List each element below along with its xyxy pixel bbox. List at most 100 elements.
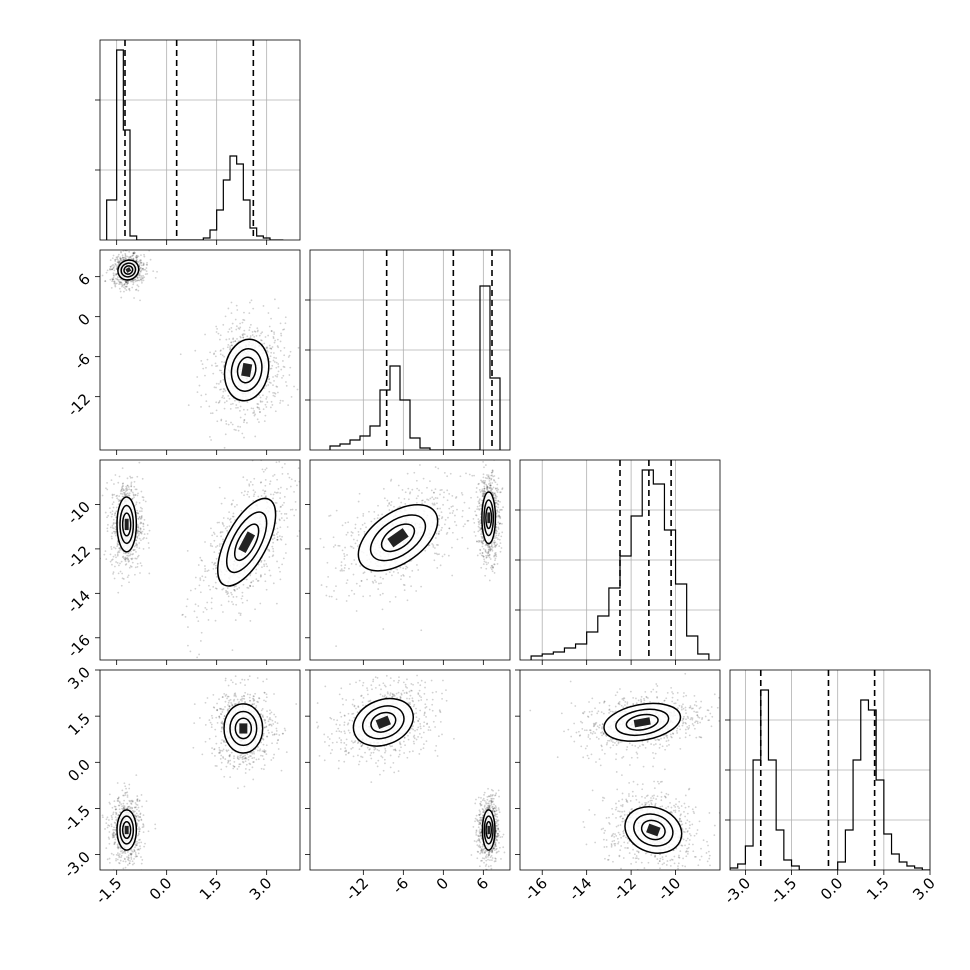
sample-point bbox=[117, 804, 120, 807]
sample-point bbox=[410, 585, 412, 588]
sample-point bbox=[220, 502, 223, 505]
sample-point bbox=[218, 486, 221, 489]
sample-point bbox=[142, 538, 144, 540]
sample-point bbox=[484, 544, 487, 547]
sample-point bbox=[146, 264, 148, 266]
sample-point bbox=[215, 557, 218, 560]
sample-point bbox=[145, 263, 148, 266]
sample-point bbox=[121, 257, 124, 259]
sample-point bbox=[132, 810, 135, 813]
sample-point bbox=[128, 250, 131, 253]
sample-point bbox=[265, 384, 268, 387]
sample-point bbox=[350, 562, 353, 565]
sample-point bbox=[486, 485, 489, 488]
sample-point bbox=[212, 531, 215, 534]
sample-point bbox=[133, 806, 136, 809]
sample-point bbox=[127, 494, 130, 496]
sample-point bbox=[368, 510, 370, 513]
sample-point bbox=[129, 255, 132, 258]
sample-point bbox=[136, 530, 139, 533]
sample-point bbox=[105, 271, 108, 274]
sample-point bbox=[137, 255, 140, 258]
sample-point bbox=[119, 547, 121, 549]
sample-point bbox=[478, 498, 481, 501]
sample-point bbox=[238, 586, 241, 589]
sample-point bbox=[318, 418, 320, 420]
sample-point bbox=[110, 546, 113, 548]
sample-point bbox=[438, 518, 441, 521]
sample-point bbox=[280, 332, 282, 335]
sample-point bbox=[129, 475, 131, 478]
sample-point bbox=[485, 457, 487, 459]
sample-point bbox=[184, 615, 187, 618]
sample-point bbox=[213, 551, 216, 553]
sample-point bbox=[123, 283, 126, 286]
sample-point bbox=[131, 286, 134, 289]
sample-point bbox=[260, 559, 263, 562]
sample-point bbox=[405, 565, 408, 568]
sample-point bbox=[486, 544, 489, 547]
sample-point bbox=[219, 381, 222, 384]
sample-point bbox=[115, 561, 117, 563]
sample-point bbox=[112, 276, 115, 279]
sample-point bbox=[493, 554, 496, 557]
sample-point bbox=[130, 799, 133, 802]
sample-point bbox=[275, 357, 277, 359]
sample-point bbox=[494, 537, 496, 539]
sample-point bbox=[283, 495, 286, 498]
sample-point bbox=[154, 823, 157, 826]
contour-level-2 bbox=[230, 348, 263, 392]
sample-point bbox=[134, 810, 136, 813]
sample-point bbox=[494, 494, 497, 496]
sample-point bbox=[498, 538, 501, 541]
sample-point bbox=[141, 477, 144, 480]
sample-point bbox=[120, 560, 123, 563]
sample-point bbox=[118, 564, 120, 567]
sample-point bbox=[272, 359, 275, 362]
sample-point bbox=[134, 573, 136, 576]
sample-point bbox=[496, 487, 499, 490]
sample-point bbox=[482, 460, 485, 463]
sample-point bbox=[127, 805, 130, 808]
sample-point bbox=[124, 807, 126, 810]
sample-point bbox=[132, 252, 134, 254]
sample-point bbox=[277, 363, 280, 365]
sample-point bbox=[111, 493, 114, 496]
sample-point bbox=[209, 588, 212, 591]
sample-point bbox=[241, 432, 244, 435]
sample-point bbox=[488, 579, 491, 582]
sample-point bbox=[107, 514, 110, 517]
sample-point bbox=[449, 512, 451, 515]
sample-point bbox=[362, 572, 365, 575]
sample-point bbox=[481, 499, 484, 502]
sample-point bbox=[227, 595, 230, 598]
sample-point bbox=[243, 311, 245, 314]
sample-point bbox=[114, 285, 117, 288]
sample-point bbox=[115, 282, 118, 285]
sample-point bbox=[494, 532, 497, 535]
sample-point bbox=[352, 547, 355, 550]
sample-point bbox=[481, 541, 483, 543]
sample-point bbox=[491, 474, 493, 477]
sample-point bbox=[343, 569, 345, 572]
contour-level-3 bbox=[485, 506, 493, 530]
sample-point bbox=[499, 522, 501, 525]
sample-point bbox=[278, 566, 280, 569]
sample-point bbox=[136, 524, 139, 526]
sample-point bbox=[125, 558, 127, 561]
sample-point bbox=[117, 845, 119, 847]
sample-point bbox=[200, 359, 203, 362]
sample-point bbox=[249, 481, 252, 483]
sample-point bbox=[340, 564, 343, 567]
sample-point bbox=[479, 491, 482, 493]
sample-point bbox=[273, 491, 276, 494]
sample-point bbox=[112, 834, 115, 837]
sample-point bbox=[216, 521, 219, 524]
sample-point bbox=[248, 484, 251, 487]
sample-point bbox=[478, 526, 481, 529]
sample-point bbox=[112, 280, 115, 283]
sample-point bbox=[113, 483, 115, 485]
sample-point bbox=[246, 401, 249, 403]
sample-point bbox=[128, 551, 130, 554]
sample-point bbox=[141, 859, 144, 861]
